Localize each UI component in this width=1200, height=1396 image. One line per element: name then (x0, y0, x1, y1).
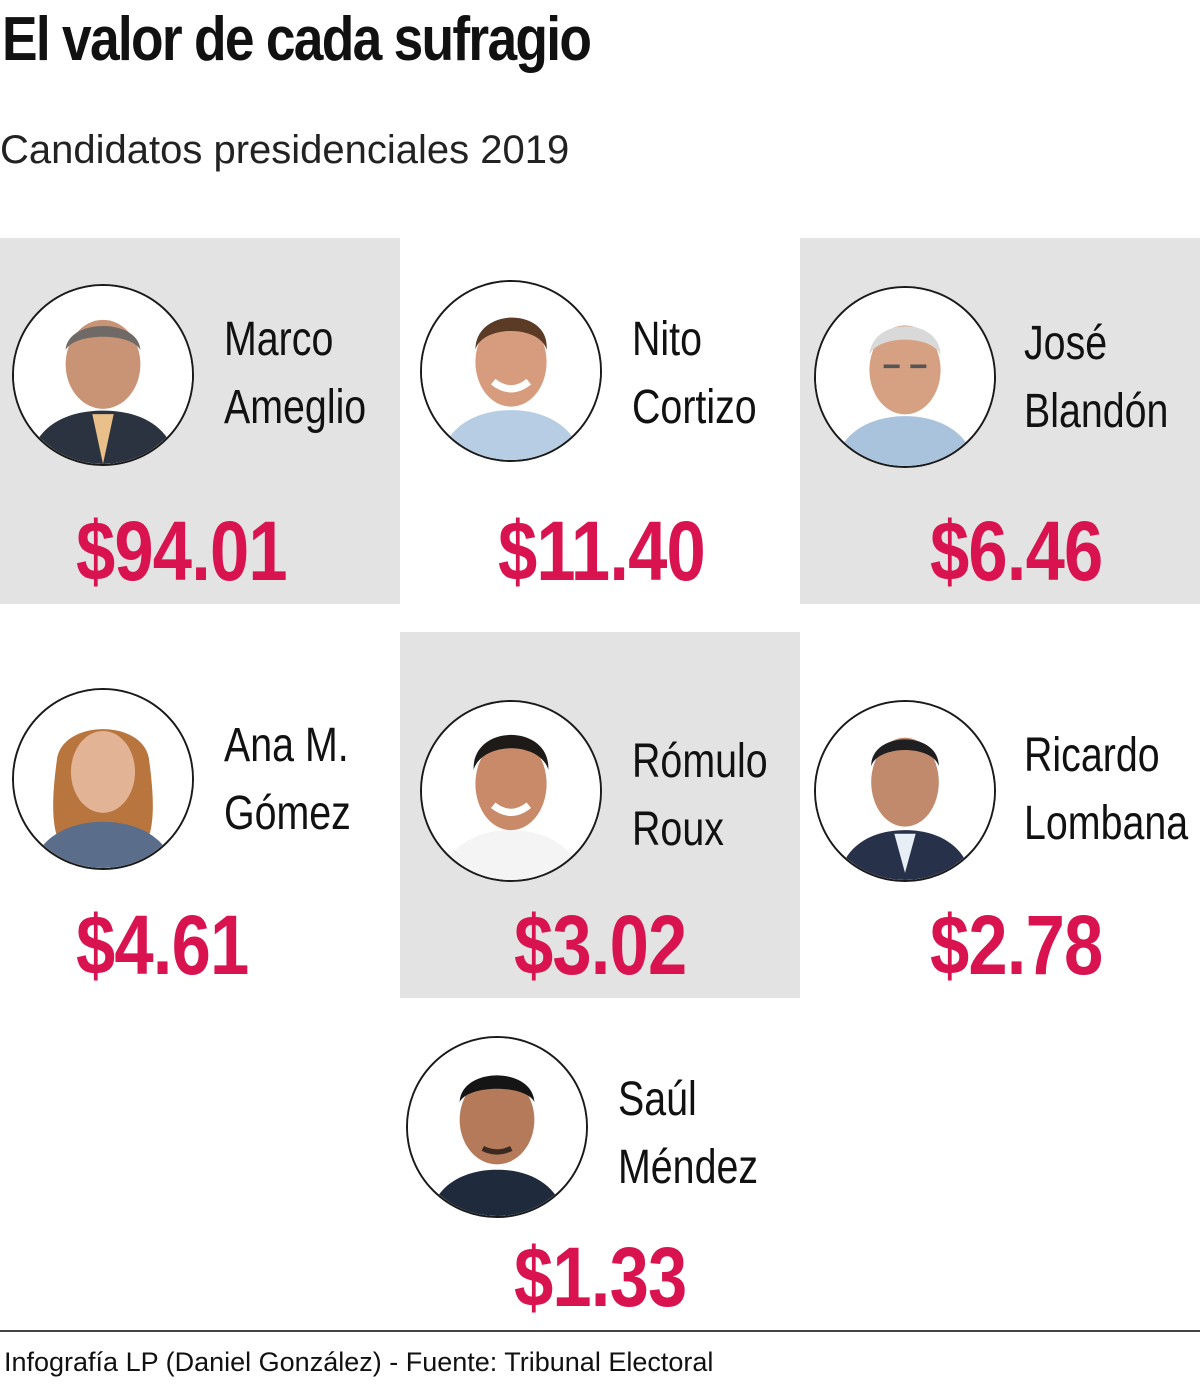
candidate-name-cortizo: Nito Cortizo (632, 306, 757, 442)
candidate-last-name: Roux (632, 803, 724, 856)
candidate-first-name: Ana M. (224, 719, 349, 772)
infographic-title: El valor de cada sufragio (2, 5, 592, 74)
candidate-last-name: Blandón (1024, 385, 1169, 438)
candidate-photo-cortizo (420, 280, 602, 462)
candidate-photo-gomez (12, 688, 194, 870)
footer-divider (0, 1330, 1200, 1332)
candidate-name-ameglio: Marco Ameglio (224, 306, 366, 442)
candidate-photo-ameglio (12, 284, 194, 466)
candidate-last-name: Ameglio (224, 381, 367, 434)
candidate-name-lombana: Ricardo Lombana (1024, 722, 1188, 858)
candidate-name-mendez: Saúl Méndez (618, 1066, 758, 1202)
candidate-value-roux: $3.02 (514, 898, 687, 992)
candidate-photo-blandon (814, 286, 996, 468)
candidate-last-name: Gómez (224, 787, 351, 840)
candidate-last-name: Cortizo (632, 381, 757, 434)
candidate-name-gomez: Ana M. Gómez (224, 712, 351, 848)
candidate-last-name: Lombana (1024, 797, 1189, 850)
candidate-value-mendez: $1.33 (514, 1230, 687, 1324)
candidate-first-name: Saúl (618, 1073, 697, 1126)
candidate-last-name: Méndez (618, 1141, 759, 1194)
candidate-photo-mendez (406, 1036, 588, 1218)
candidate-first-name: Rómulo (632, 735, 768, 788)
candidate-first-name: Nito (632, 313, 702, 366)
candidate-first-name: Ricardo (1024, 729, 1160, 782)
candidate-value-gomez: $4.61 (76, 898, 249, 992)
candidate-name-blandon: José Blandón (1024, 310, 1168, 446)
candidate-value-ameglio: $94.01 (76, 504, 288, 598)
candidate-first-name: Marco (224, 313, 334, 366)
candidate-value-lombana: $2.78 (930, 898, 1103, 992)
candidate-photo-roux (420, 700, 602, 882)
candidate-value-blandon: $6.46 (930, 504, 1103, 598)
candidate-name-roux: Rómulo Roux (632, 728, 768, 864)
candidate-photo-lombana (814, 700, 996, 882)
candidate-value-cortizo: $11.40 (498, 504, 706, 598)
infographic-subtitle: Candidatos presidenciales 2019 (0, 128, 570, 172)
source-credit: Infografía LP (Daniel González) - Fuente… (4, 1347, 714, 1377)
candidate-first-name: José (1024, 317, 1108, 370)
